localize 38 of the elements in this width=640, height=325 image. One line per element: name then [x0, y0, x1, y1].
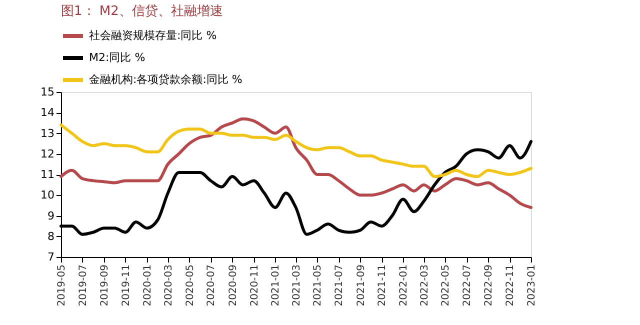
x-tick-label: 2019-09 — [100, 264, 111, 306]
x-tick-label: 2020-03 — [163, 264, 174, 306]
x-tick-label: 2021-03 — [291, 264, 302, 306]
x-tick-label: 2022-09 — [484, 264, 495, 306]
y-tick-label: 10 — [40, 188, 54, 202]
x-tick-label: 2019-05 — [56, 264, 68, 306]
x-tick-label: 2022-01 — [398, 264, 410, 306]
x-tick-label: 2021-07 — [334, 264, 346, 306]
y-tick-label: 12 — [40, 147, 54, 160]
x-tick-label: 2022-11 — [505, 264, 516, 306]
legend-label: 社会融资规模存量:同比 % — [89, 29, 217, 42]
legend-label: 金融机构:各项贷款余额:同比 % — [89, 73, 242, 86]
y-tick-label: 11 — [40, 168, 54, 181]
x-tick-label: 2022-03 — [419, 264, 430, 306]
x-tick-label: 2020-11 — [249, 264, 260, 306]
x-tick-label: 2021-11 — [377, 264, 388, 306]
legend-label: M2:同比 % — [89, 51, 146, 64]
x-tick-label: 2022-07 — [462, 264, 474, 306]
line-series — [60, 124, 532, 178]
x-tick-label: 2021-01 — [270, 264, 282, 306]
x-tick-label: 2019-11 — [120, 264, 132, 306]
y-tick-label: 7 — [48, 250, 54, 264]
x-tick-label: 2020-07 — [206, 264, 218, 306]
x-tick-label: 2023-01 — [526, 264, 538, 306]
x-tick-label: 2020-01 — [142, 264, 154, 306]
y-tick-label: 8 — [48, 230, 54, 243]
line-series — [60, 117, 532, 209]
chart-title: 图1： M2、信贷、社融增速 — [61, 4, 223, 19]
x-tick-label: 2020-09 — [228, 264, 239, 306]
x-tick-label: 2021-05 — [312, 264, 324, 306]
y-tick-label: 9 — [48, 209, 54, 222]
y-tick-label: 14 — [40, 106, 54, 120]
x-tick-label: 2022-05 — [440, 264, 452, 306]
x-tick-label: 2021-09 — [356, 264, 367, 306]
x-tick-label: 2020-05 — [184, 264, 196, 306]
y-tick-label: 15 — [40, 86, 54, 98]
y-tick-label: 13 — [40, 126, 54, 140]
x-tick-label: 2019-07 — [78, 264, 89, 306]
